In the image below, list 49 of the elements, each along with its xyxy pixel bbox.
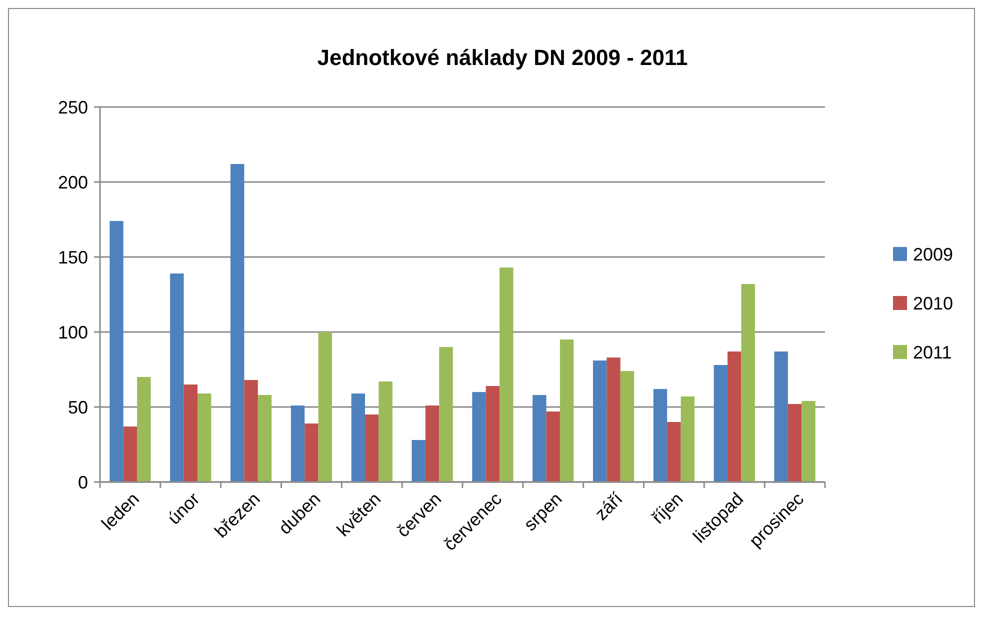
bar <box>170 274 184 482</box>
bar <box>425 406 440 482</box>
legend-label: 2011 <box>913 342 952 362</box>
bar <box>653 389 668 482</box>
x-tick-label: září <box>591 488 626 524</box>
bar <box>802 401 816 482</box>
bar <box>592 360 607 482</box>
y-tick-label: 100 <box>58 322 88 342</box>
bar <box>123 426 138 482</box>
bar <box>110 221 124 482</box>
bar <box>258 395 272 482</box>
bar <box>351 394 366 482</box>
bar <box>741 284 755 482</box>
y-tick-label: 150 <box>58 247 88 268</box>
bar <box>667 422 681 482</box>
bar <box>680 396 695 482</box>
y-tick-label: 250 <box>58 97 88 118</box>
bar <box>304 424 318 482</box>
y-tick-label: 0 <box>78 472 88 492</box>
bar <box>606 358 620 482</box>
bar <box>500 268 514 482</box>
bar <box>728 352 742 482</box>
bar <box>365 414 379 482</box>
bar <box>318 332 332 482</box>
bar <box>412 440 426 482</box>
bar <box>439 347 453 482</box>
bar <box>197 394 212 482</box>
legend-label: 2009 <box>913 244 954 264</box>
bar <box>230 164 244 482</box>
bar <box>774 352 788 482</box>
chart-title: Jednotkové náklady DN 2009 - 2011 <box>317 45 688 70</box>
legend-label: 2010 <box>913 293 954 314</box>
bar <box>472 392 486 482</box>
y-tick-label: 200 <box>58 172 88 192</box>
bar <box>620 371 634 482</box>
x-tick-label: říjen <box>648 488 687 528</box>
x-tick-label: únor <box>164 488 204 528</box>
bar <box>560 340 574 482</box>
bar <box>137 377 151 482</box>
bar <box>244 380 258 482</box>
bar <box>788 404 802 482</box>
bar <box>532 395 546 482</box>
y-tick-label: 50 <box>68 397 88 418</box>
bar <box>378 382 392 482</box>
bar <box>486 386 500 482</box>
bar <box>714 365 728 482</box>
bar <box>290 406 305 482</box>
bar <box>184 384 198 482</box>
bar <box>546 412 560 482</box>
